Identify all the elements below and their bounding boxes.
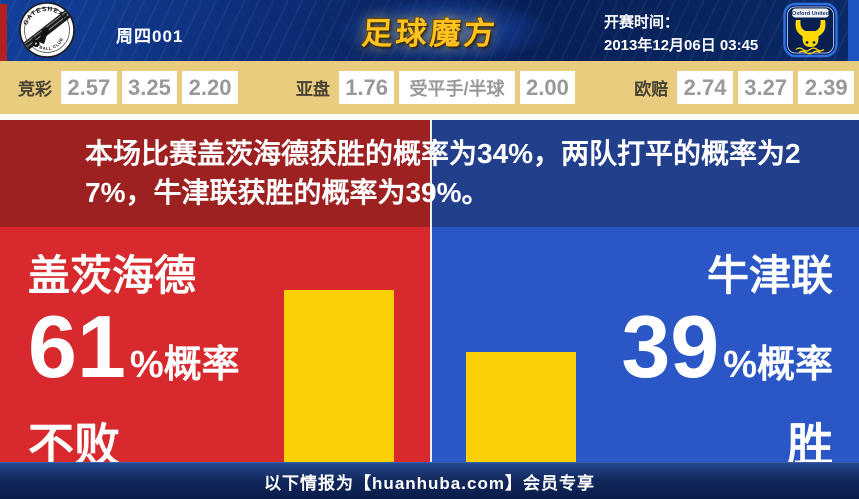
away-prob-value: 39 [621,297,720,396]
jingcai-home-odd: 2.57 [61,71,117,104]
home-prob-unit: %概率 [129,344,240,386]
home-team-badge-icon: GATESHEAD FOOTBALL CLUB [19,2,75,61]
away-team-block: 牛津联 39 %概率 胜 [621,227,833,472]
probability-section: 盖茨海德 61 %概率 不败 牛津联 39 %概率 胜 [0,227,859,471]
yapan-label: 亚盘 [295,80,330,99]
summary-banner: 本场比赛盖茨海德获胜的概率为34%，两队打平的概率为27%，牛津联获胜的概率为3… [0,120,859,227]
away-prob-line: 39 %概率 [621,301,833,419]
summary-text: 本场比赛盖茨海德获胜的概率为34%，两队打平的概率为27%，牛津联获胜的概率为3… [85,138,801,208]
kickoff-time-block: 开赛时间： 2013年12月06日 03:45 [604,11,758,57]
match-code: 周四001 [116,27,184,46]
svg-text:Oxford United: Oxford United [792,11,830,17]
yapan-home-odd: 1.76 [338,71,395,104]
kickoff-label: 开赛时间： [604,14,680,31]
site-logo-wrap: 足球魔方 [0,0,859,61]
yapan-handicap-line: 受平手/半球 [399,71,515,104]
yapan-away-odd: 2.00 [519,71,576,104]
oupei-draw-odd: 3.27 [737,71,794,104]
footer-text: 以下情报为【huanhuba.com】会员专享 [264,473,595,493]
away-team-name: 牛津联 [706,252,833,299]
summary-away-half [430,120,859,227]
kickoff-time: 2013年12月06日 03:45 [604,37,759,54]
site-logo: 足球魔方 [360,16,499,51]
home-prob-value: 61 [28,297,126,396]
oupei-home-odd: 2.74 [677,71,733,104]
right-blue-accent [848,0,859,61]
home-team-block: 盖茨海德 61 %概率 不败 [28,227,240,472]
jingcai-label: 竞彩 [18,80,52,99]
jingcai-draw-odd: 3.25 [121,71,178,104]
logo-glow [320,0,570,61]
home-prob-line: 61 %概率 [28,301,240,419]
home-team-name: 盖茨海德 [28,252,197,299]
oupei-away-odd: 2.39 [798,71,855,104]
jingcai-away-odd: 2.20 [182,71,238,104]
away-prob-bar [466,352,576,462]
footer: 以下情报为【huanhuba.com】会员专享 [0,462,859,499]
away-prob-unit: %概率 [723,344,833,386]
summary-home-half [0,120,430,227]
away-team-badge-icon: Oxford United [783,2,838,61]
divider-gap [0,114,859,120]
oupei-label: 欧赔 [634,80,669,99]
left-red-accent [0,4,7,61]
topbar: GATESHEAD FOOTBALL CLUB 周四001 足球魔方 开赛时间：… [0,0,859,61]
odds-bar: 竞彩 2.57 3.25 2.20 亚盘 1.76 受平手/半球 2.00 欧赔… [0,61,859,114]
home-prob-bar [284,290,394,462]
